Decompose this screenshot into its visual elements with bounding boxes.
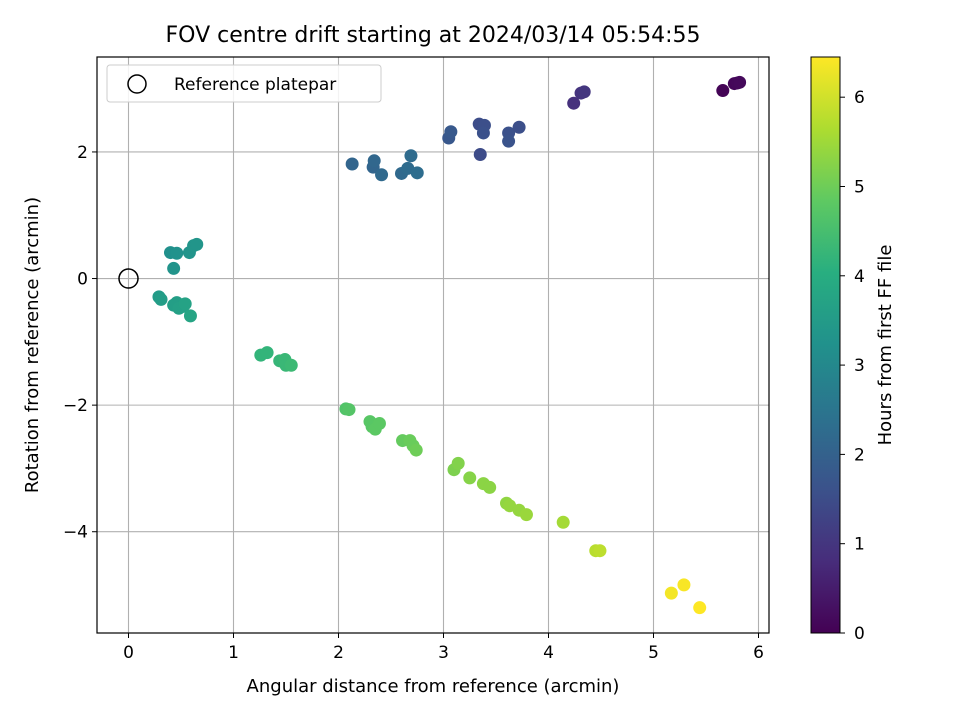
data-point [716,84,730,98]
grid-lines [97,57,769,633]
chart-title: FOV centre drift starting at 2024/03/14 … [166,23,701,48]
x-axis: 0 1 2 3 4 5 6 [123,633,764,663]
data-point [409,443,423,457]
x-tick-label: 2 [333,643,344,663]
data-point [577,85,591,99]
plot-frame [96,56,770,634]
y-tick-label: −4 [63,523,88,543]
colorbar-tick-label: 5 [854,177,865,197]
data-point [167,261,181,275]
data-point [260,346,274,360]
data-point [483,480,497,494]
data-point [556,515,570,529]
data-point [284,358,298,372]
data-point [444,125,458,139]
colorbar-label: Hours from first FF file [875,245,896,446]
x-tick-label: 4 [543,643,554,663]
data-point [183,309,197,323]
y-tick-label: −2 [63,396,88,416]
colorbar-tick-label: 0 [854,624,865,644]
x-tick-label: 0 [123,643,134,663]
data-point [154,292,168,306]
data-point [404,149,418,163]
data-point [170,246,184,260]
data-point [476,126,490,140]
data-point [451,456,465,470]
data-point [733,75,747,89]
colorbar-tick-label: 1 [854,535,865,555]
colorbar-tick-label: 2 [854,445,865,465]
colorbar-tick-label: 4 [854,267,865,287]
x-axis-label: Angular distance from reference (arcmin) [247,676,620,697]
colorbar-ticks: 0 1 2 3 4 5 6 [840,88,865,644]
data-point [375,168,389,182]
data-point [190,237,204,251]
reference-marker-group [118,268,139,289]
legend-marker-icon [127,74,147,94]
legend-label: Reference platepar [174,75,336,95]
data-point [410,166,424,180]
data-point [345,157,359,171]
data-point [664,586,678,600]
data-point [677,578,691,592]
data-point [463,471,477,485]
data-point [567,96,581,110]
data-point [593,544,607,558]
colorbar-tick-label: 3 [854,356,865,376]
data-point [502,134,516,148]
y-axis-label: Rotation from reference (arcmin) [22,197,43,493]
data-point [367,154,381,168]
reference-platepar-marker [118,268,139,289]
x-tick-label: 1 [228,643,239,663]
data-point [512,120,526,134]
x-tick-label: 5 [648,643,659,663]
data-point [178,297,192,311]
colorbar-gradient [810,56,841,634]
x-tick-label: 6 [753,643,764,663]
data-point [693,601,707,615]
legend-box [106,64,382,103]
data-point [342,403,356,417]
y-tick-label: 0 [77,270,88,290]
y-axis: −4 −2 0 2 [63,143,97,543]
data-point [473,147,487,161]
scatter-points [152,75,747,615]
data-point [372,416,386,430]
x-tick-label: 3 [438,643,449,663]
colorbar: 0 1 2 3 4 5 6 Hours from first FF file [810,56,896,644]
data-point [519,508,533,522]
colorbar-tick-label: 6 [854,88,865,108]
legend: Reference platepar [106,64,382,103]
y-tick-label: 2 [77,143,88,163]
